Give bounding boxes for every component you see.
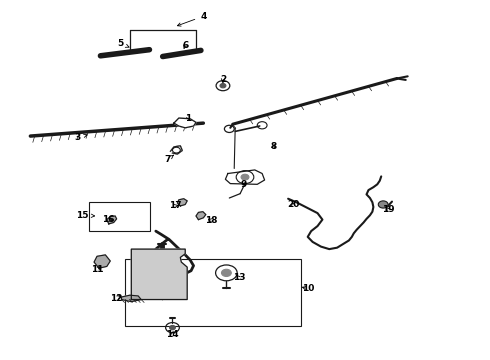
Polygon shape xyxy=(196,212,206,220)
Text: 12: 12 xyxy=(110,294,123,302)
Text: 1: 1 xyxy=(186,113,192,122)
Text: 2: 2 xyxy=(220,76,226,85)
Text: 7: 7 xyxy=(164,155,173,164)
Text: 18: 18 xyxy=(205,216,218,225)
Circle shape xyxy=(241,174,249,180)
Text: 16: 16 xyxy=(102,215,115,224)
Text: 8: 8 xyxy=(270,143,276,152)
Text: 3: 3 xyxy=(74,133,87,142)
Text: 15: 15 xyxy=(76,211,95,220)
Text: 13: 13 xyxy=(233,274,245,282)
Text: 20: 20 xyxy=(287,200,299,209)
Polygon shape xyxy=(177,199,187,206)
Text: 10: 10 xyxy=(301,284,314,293)
Circle shape xyxy=(378,201,388,208)
Text: 19: 19 xyxy=(382,205,394,214)
Polygon shape xyxy=(131,249,187,300)
Polygon shape xyxy=(174,118,196,128)
Polygon shape xyxy=(122,295,141,302)
Bar xyxy=(125,259,301,326)
Circle shape xyxy=(220,84,226,88)
Circle shape xyxy=(170,325,175,330)
Text: 6: 6 xyxy=(182,40,188,49)
Text: 11: 11 xyxy=(91,265,103,274)
Text: 4: 4 xyxy=(177,12,207,26)
Circle shape xyxy=(221,269,231,276)
Text: 9: 9 xyxy=(241,180,247,189)
Polygon shape xyxy=(107,216,117,224)
Text: 17: 17 xyxy=(169,202,182,210)
Text: 5: 5 xyxy=(117,39,129,48)
Polygon shape xyxy=(94,255,110,268)
Text: 14: 14 xyxy=(166,330,179,338)
Bar xyxy=(89,202,150,231)
Polygon shape xyxy=(225,170,265,184)
Polygon shape xyxy=(171,146,182,154)
